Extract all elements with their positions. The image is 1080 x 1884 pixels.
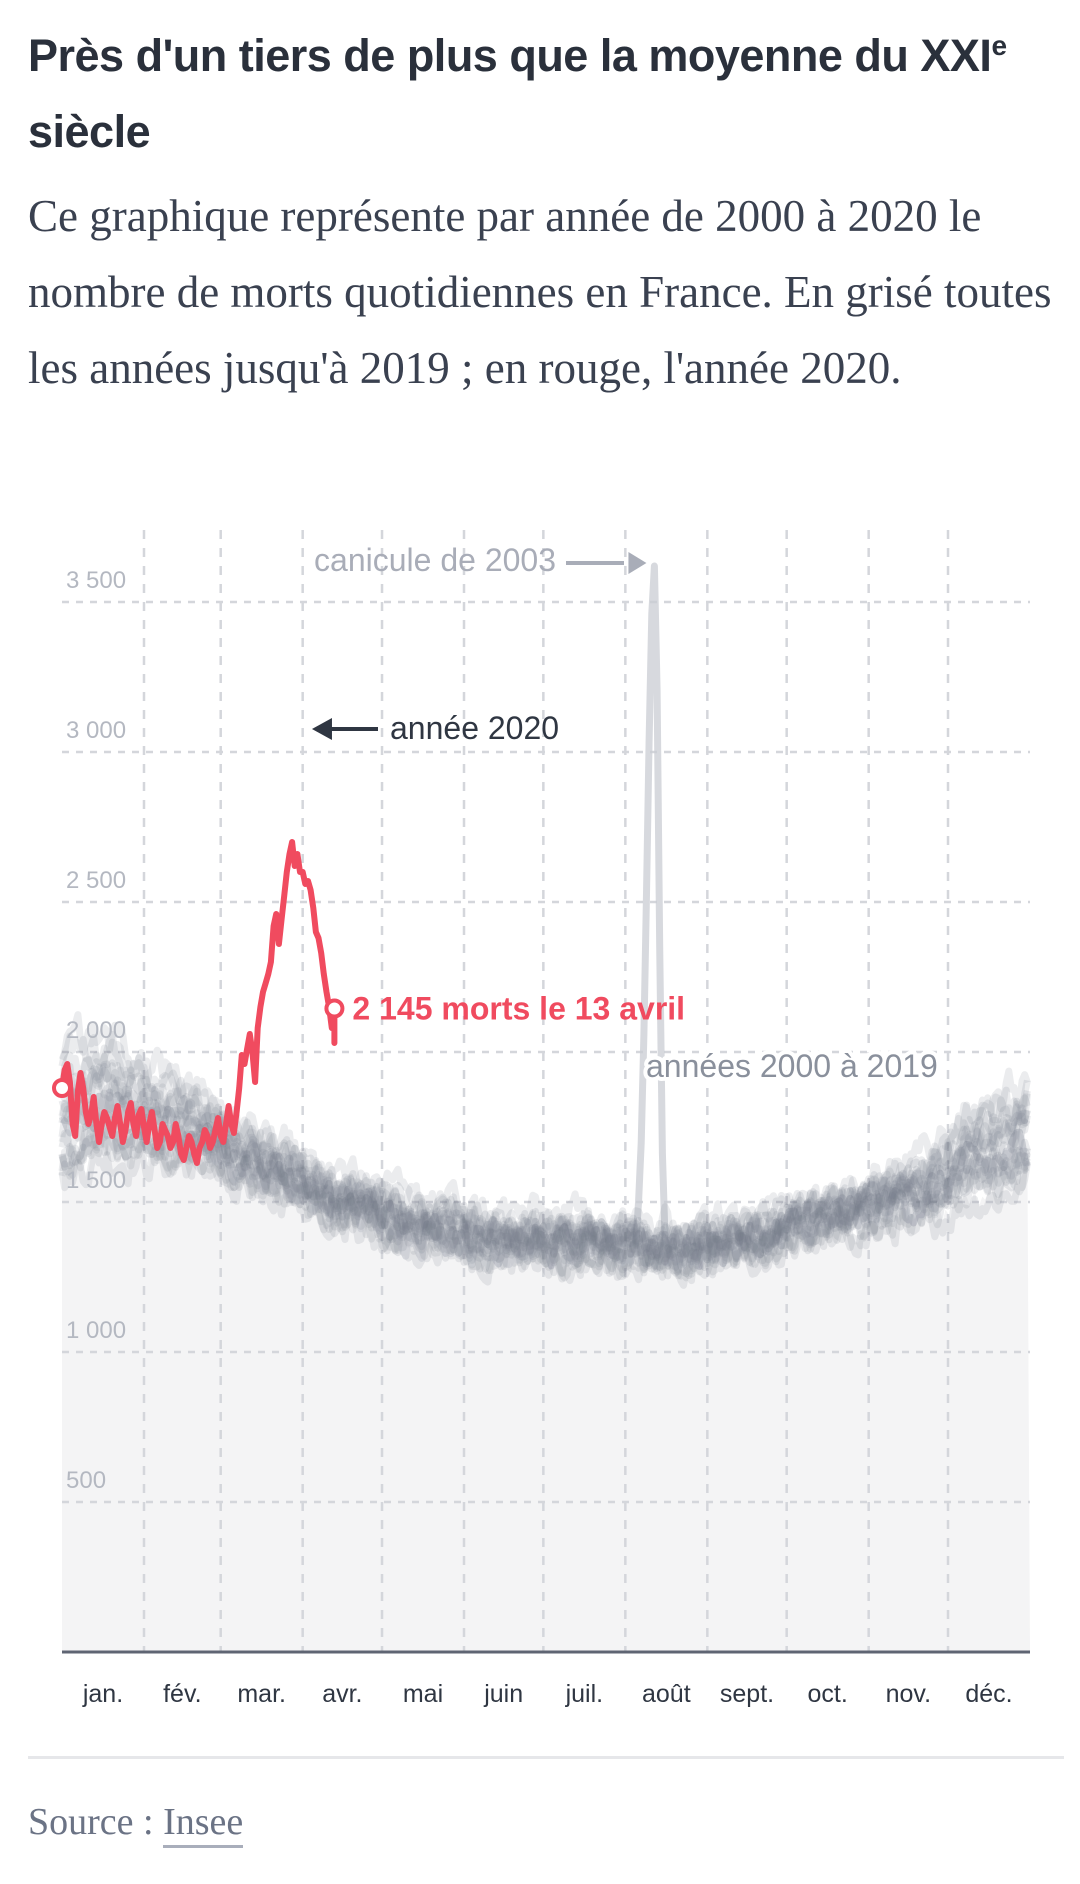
background-year-line [59, 1060, 1031, 1270]
x-tick-label: juil. [565, 1680, 604, 1708]
background-year-line [58, 1116, 1031, 1289]
y-tick-label: 1 500 [66, 1167, 126, 1194]
source-label: Source : [28, 1801, 164, 1843]
lower-fill-layer [62, 1132, 1030, 1652]
x-tick-label: mai [403, 1680, 443, 1708]
x-tick-label: jan. [82, 1680, 123, 1708]
annotation-last-point: 2 145 morts le 13 avril [352, 991, 685, 1027]
series-2020-end-marker [324, 998, 345, 1019]
lower-area-fill [62, 1132, 1030, 1652]
y-tick-label: 500 [66, 1467, 106, 1494]
x-tick-label: avr. [322, 1680, 362, 1708]
background-years-lines [58, 562, 1031, 1289]
year-2020-arrow-head [311, 718, 332, 740]
heatwave-arrow-head [628, 552, 647, 574]
x-tick-label: sept. [720, 1680, 774, 1708]
y-tick-label: 3 000 [66, 717, 126, 744]
x-tick-label: août [642, 1680, 691, 1708]
annotation-heatwave-2003: canicule de 2003 [314, 542, 556, 578]
footer-divider [28, 1756, 1064, 1759]
x-axis: jan. fév. mar. avr. mai juin juil. août sept. oct… [62, 1650, 1030, 1708]
annotation-background-years: années 2000 à 2019 [646, 1048, 938, 1084]
x-tick-label: oct. [808, 1680, 848, 1708]
background-year-line [58, 1062, 1031, 1272]
chart-title: Près d'un tiers de plus que la moyenne d… [28, 18, 1038, 170]
x-tick-label: déc. [965, 1680, 1012, 1708]
series-2020-start-marker [52, 1078, 72, 1098]
x-tick-label: juin [483, 1680, 523, 1708]
y-tick-label: 2 500 [66, 867, 126, 894]
x-tick-label: mar. [237, 1680, 286, 1708]
background-year-line [58, 1125, 1031, 1283]
annotations: canicule de 2003 année 2020 2 145 morts … [311, 542, 942, 1088]
x-tick-label: nov. [886, 1680, 931, 1708]
background-year-line [58, 1139, 1031, 1282]
background-year-line [58, 1011, 1031, 1260]
daily-deaths-chart: 500 1 000 1 500 2 000 2 500 3 000 3 500 canicu… [52, 530, 1031, 1708]
y-tick-label: 1 000 [66, 1317, 126, 1344]
title-end-text: siècle [28, 106, 151, 157]
background-year-line [58, 1115, 1031, 1285]
source-line: Source : Insee [28, 1800, 244, 1848]
annotation-year-2020: année 2020 [390, 710, 559, 746]
y-axis-ticks: 500 1 000 1 500 2 000 2 500 3 000 3 500 [66, 567, 126, 1494]
background-year-line [59, 1063, 1029, 1254]
y-tick-label: 2 000 [66, 1017, 126, 1044]
source-link-insee[interactable]: Insee [163, 1801, 244, 1848]
chart-subtitle: Ce graphique représente par année de 200… [28, 191, 1052, 393]
x-tick-label: fév. [163, 1680, 201, 1708]
title-superscript: e [991, 30, 1007, 61]
title-text: Près d'un tiers de plus que la moyenne d… [28, 30, 992, 81]
background-year-line [58, 1056, 1031, 1261]
background-year-line [58, 1115, 1031, 1280]
y-tick-label: 3 500 [66, 567, 126, 594]
series-2020-layer [52, 839, 345, 1166]
background-year-line [58, 1111, 1031, 1268]
gridlines [62, 530, 1030, 1652]
series-2020-line [59, 839, 338, 1166]
